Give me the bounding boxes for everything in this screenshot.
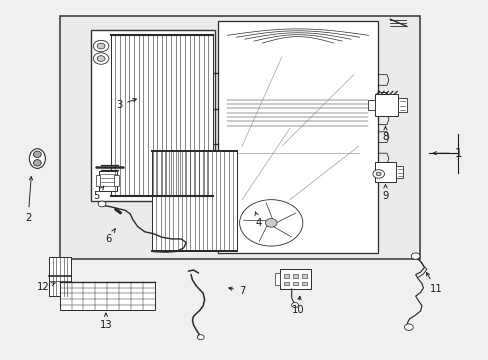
Circle shape: [265, 219, 277, 227]
Text: 3: 3: [116, 99, 136, 110]
Bar: [111, 35, 212, 196]
Circle shape: [97, 56, 105, 62]
Bar: [395, 166, 403, 178]
Circle shape: [97, 43, 105, 49]
Bar: [91, 30, 215, 202]
Text: 9: 9: [382, 185, 388, 201]
Bar: [60, 282, 154, 310]
Text: 7: 7: [228, 286, 245, 296]
Bar: [279, 269, 310, 289]
Bar: [114, 175, 118, 186]
Text: 4: 4: [254, 212, 262, 228]
Bar: [301, 274, 306, 278]
Text: 12: 12: [37, 282, 55, 292]
Ellipse shape: [33, 159, 41, 166]
Bar: [374, 94, 397, 116]
Bar: [49, 257, 71, 296]
Ellipse shape: [29, 149, 45, 168]
Bar: [284, 274, 288, 278]
Bar: [301, 282, 306, 285]
Circle shape: [375, 172, 380, 176]
Circle shape: [410, 253, 419, 259]
Circle shape: [404, 324, 412, 330]
Bar: [99, 171, 117, 191]
Ellipse shape: [33, 151, 41, 157]
Bar: [217, 21, 377, 253]
Bar: [96, 175, 100, 186]
Text: 1: 1: [432, 147, 461, 160]
Bar: [274, 273, 280, 285]
Bar: [292, 282, 297, 285]
Bar: [284, 282, 288, 285]
Bar: [367, 100, 374, 111]
Bar: [292, 274, 297, 278]
Text: 10: 10: [291, 296, 304, 315]
Bar: [152, 152, 237, 251]
Circle shape: [291, 302, 298, 307]
Text: 11: 11: [426, 273, 442, 294]
Bar: [374, 162, 395, 182]
Circle shape: [98, 201, 106, 207]
Circle shape: [93, 40, 109, 52]
Circle shape: [93, 53, 109, 64]
Bar: [60, 16, 419, 258]
Circle shape: [197, 335, 203, 340]
Circle shape: [372, 170, 384, 178]
Bar: [397, 98, 406, 112]
Text: 6: 6: [105, 229, 115, 244]
Text: 2: 2: [25, 177, 33, 222]
Circle shape: [239, 200, 302, 246]
Text: 5: 5: [93, 186, 104, 201]
Text: 8: 8: [382, 126, 388, 142]
Text: 13: 13: [100, 313, 112, 330]
